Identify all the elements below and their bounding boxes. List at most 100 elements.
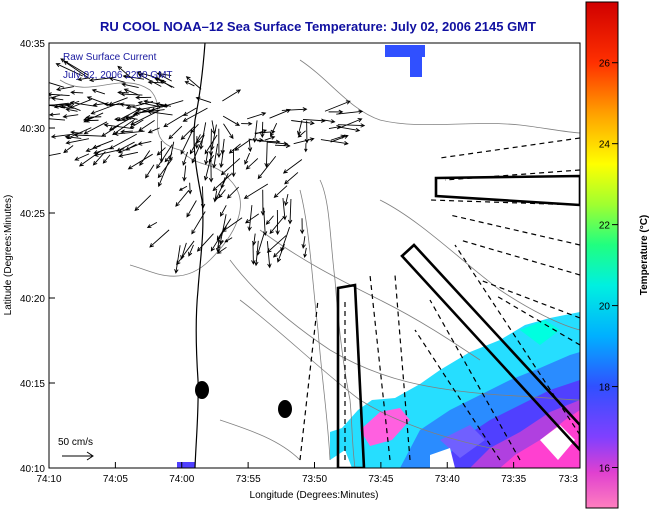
- current-vector-arrow: [282, 159, 303, 174]
- current-vector-arrow: [257, 155, 277, 180]
- current-vector-arrow: [297, 130, 306, 138]
- x-tick-label: 73:40: [435, 474, 460, 485]
- current-vector-arrow: [291, 120, 315, 126]
- current-vector-arrow: [139, 150, 151, 167]
- y-tick-label: 40:20: [20, 294, 45, 305]
- scale-arrow: [62, 451, 94, 461]
- current-vector-arrow: [222, 89, 242, 102]
- current-vector-arrow: [74, 153, 90, 161]
- current-vector-arrow: [330, 134, 349, 143]
- current-vector-arrow: [330, 134, 346, 141]
- current-vector-arrow: [217, 240, 224, 250]
- current-vector-arrow: [264, 140, 269, 168]
- current-vector-arrow: [86, 96, 112, 107]
- current-vector-arrow: [112, 118, 136, 136]
- colorbar-tick-label: 20: [599, 302, 611, 313]
- current-vector-arrow: [208, 154, 215, 163]
- current-vector-arrow: [266, 235, 287, 253]
- bathymetry-contours: [59, 59, 580, 468]
- current-title-annotation: Raw Surface Current: [63, 52, 157, 63]
- current-vector-arrow: [178, 185, 188, 191]
- current-vector-arrow: [262, 207, 268, 236]
- current-vector-arrow: [267, 141, 289, 146]
- current-vector-arrow: [337, 118, 363, 129]
- current-vector-arrow: [336, 109, 364, 115]
- current-vector-arrow: [284, 193, 289, 207]
- current-vector-arrow: [124, 115, 138, 120]
- current-vector-arrow: [50, 132, 83, 139]
- current-vector-arrow: [182, 107, 197, 116]
- current-vector-arrow: [164, 153, 173, 163]
- current-vector-arrow: [203, 152, 213, 181]
- y-axis-label: Latitude (Degrees:Minutes): [3, 195, 14, 316]
- current-vector-arrow: [65, 107, 78, 112]
- current-vector-arrow: [102, 154, 111, 164]
- current-vector-arrow: [220, 138, 225, 155]
- current-vector-arrow: [174, 245, 181, 274]
- current-vector-arrow: [189, 134, 201, 155]
- current-vector-arrow: [337, 123, 366, 128]
- current-vector-arrow: [135, 95, 152, 100]
- current-vector-arrow: [243, 183, 269, 199]
- current-vector-arrow: [49, 112, 61, 117]
- current-vector-arrow: [70, 90, 84, 95]
- current-vector-arrow: [269, 123, 278, 138]
- current-vector-arrow: [182, 151, 188, 166]
- current-vector-arrow: [212, 173, 232, 192]
- colorbar-label: Temperature (°C): [639, 215, 650, 296]
- current-vector-arrow: [273, 185, 288, 198]
- current-vector-arrow: [216, 128, 222, 158]
- current-vector-arrow: [191, 211, 206, 235]
- scale-label: 50 cm/s: [58, 437, 93, 448]
- current-vector-arrow: [301, 236, 306, 249]
- current-vector-arrow: [134, 109, 165, 115]
- current-vector-arrow: [220, 205, 227, 217]
- current-vector-arrow: [249, 137, 265, 143]
- current-vector-arrow: [254, 240, 259, 267]
- current-vector-arrow: [223, 123, 234, 140]
- current-vector-arrow: [120, 129, 133, 134]
- current-vector-arrow: [63, 60, 91, 80]
- current-vector-arrow: [241, 121, 253, 126]
- current-vector-arrow: [175, 190, 189, 207]
- current-vector-arrow: [251, 242, 256, 265]
- current-vector-arrow: [299, 218, 305, 235]
- current-vector-arrow: [196, 233, 214, 252]
- current-vector-arrow: [180, 130, 194, 155]
- current-vector-arrow: [184, 81, 195, 87]
- current-vector-arrow: [284, 172, 299, 185]
- current-vector-arrow: [247, 138, 253, 153]
- current-vector-arrow: [101, 125, 119, 137]
- current-vector-arrow: [231, 149, 236, 178]
- x-tick-label: 73:3: [559, 474, 579, 485]
- current-vector-arrow: [146, 221, 158, 228]
- current-vector-arrow: [109, 133, 137, 150]
- current-vector-arrow: [212, 143, 219, 169]
- current-vector-arrow: [280, 226, 291, 252]
- colorbar-tick-label: 18: [599, 383, 611, 394]
- current-vector-arrow: [328, 109, 344, 115]
- current-vector-arrow: [204, 152, 209, 166]
- current-vector-arrow: [188, 244, 194, 257]
- current-vector-arrow: [324, 100, 351, 112]
- current-vector-arrow: [49, 92, 70, 97]
- current-vector-arrow: [118, 151, 139, 158]
- y-tick-label: 40:25: [20, 209, 45, 220]
- current-vector-arrow: [245, 158, 259, 170]
- x-tick-label: 74:05: [103, 474, 128, 485]
- y-tick-label: 40:35: [20, 39, 45, 50]
- current-vector-arrow: [220, 158, 241, 176]
- radar-site-marker: [195, 381, 209, 399]
- current-vector-arrow: [117, 65, 136, 82]
- x-tick-label: 73:35: [501, 474, 526, 485]
- current-vector-arrow: [65, 138, 89, 145]
- current-vector-arrow: [213, 190, 218, 203]
- current-vector-arrow: [282, 198, 287, 221]
- current-vector-arrow: [83, 121, 108, 135]
- current-vector-arrow: [304, 143, 308, 153]
- current-vector-arrow: [185, 76, 202, 90]
- x-tick-label: 74:10: [36, 474, 61, 485]
- current-vector-arrow: [224, 237, 233, 243]
- current-vector-arrow: [156, 71, 172, 77]
